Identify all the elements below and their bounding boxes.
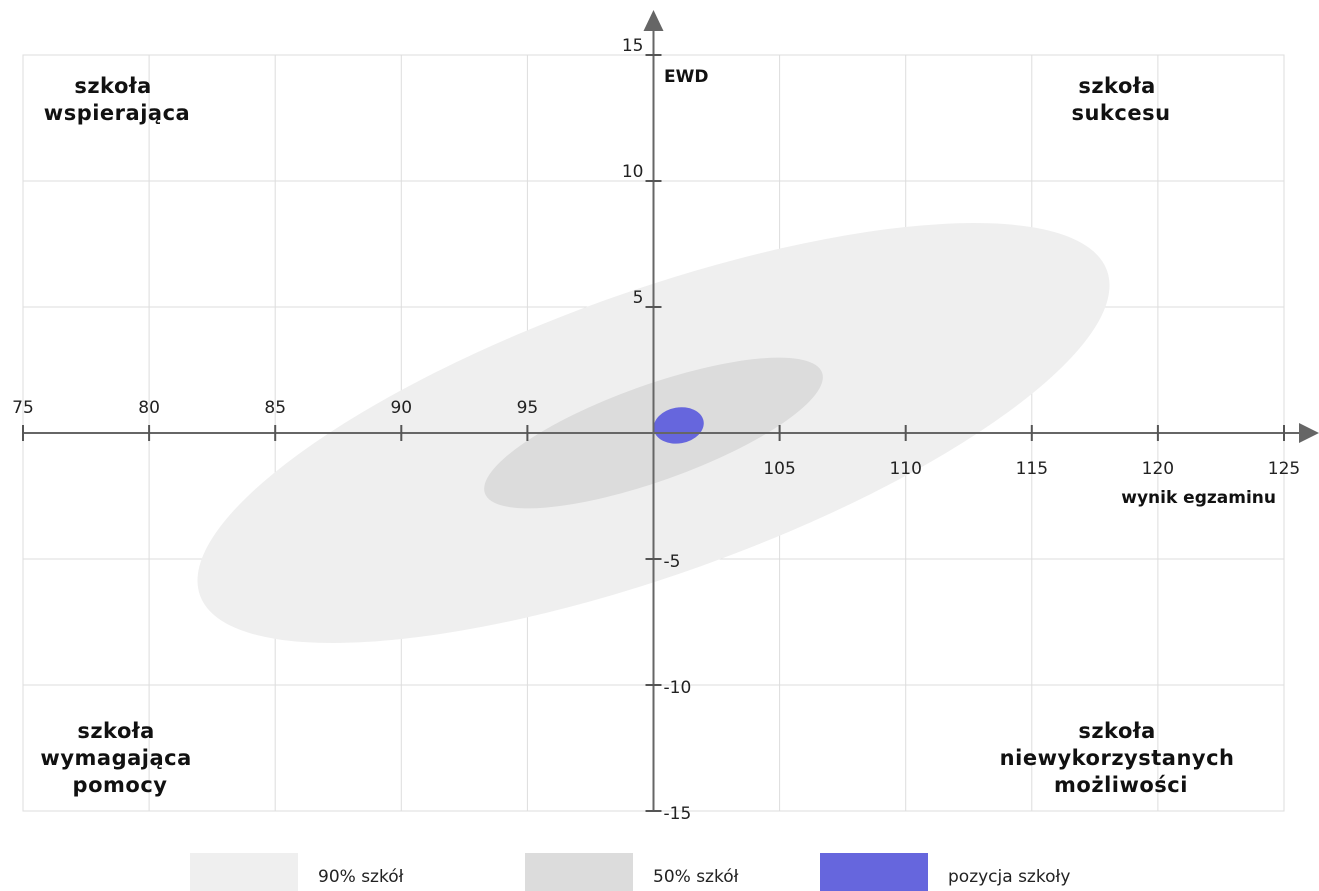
x-tick-label-115: 115: [1016, 459, 1048, 479]
quadrant-top-left-line-1: szkoła: [74, 74, 152, 98]
legend-swatch-90: [190, 853, 298, 891]
x-tick-label-80: 80: [138, 398, 160, 418]
legend-label-90: 90% szkół: [318, 867, 404, 887]
x-axis-arrow: [1299, 423, 1319, 443]
quadrant-bottom-left-line-2: wymagająca: [40, 746, 191, 770]
x-tick-label-90: 90: [390, 398, 412, 418]
x-tick-label-85: 85: [264, 398, 286, 418]
x-tick-label-75: 75: [12, 398, 34, 418]
x-tick-label-105: 105: [763, 459, 795, 479]
ellipse-school-position: [653, 407, 704, 444]
quadrant-top-left: szkoła wspierająca: [44, 74, 190, 125]
x-tick-label-125: 125: [1268, 459, 1300, 479]
quadrant-bottom-left: szkoła wymagająca pomocy: [40, 719, 199, 797]
quadrant-bottom-right-line-1: szkoła: [1078, 719, 1156, 743]
y-tick-label-5: 5: [633, 288, 644, 308]
y-axis-title: EWD: [664, 67, 708, 87]
x-tick-label-95: 95: [517, 398, 539, 418]
y-tick-label--5: -5: [664, 552, 681, 572]
legend-label-school: pozycja szkoły: [948, 867, 1070, 887]
quadrant-top-right: szkoła sukcesu: [1071, 74, 1170, 125]
quadrant-top-right-line-2: sukcesu: [1071, 101, 1170, 125]
quadrant-bottom-right-line-2: niewykorzystanych: [1000, 746, 1235, 770]
y-tick-label--10: -10: [664, 678, 692, 698]
y-tick-label-10: 10: [622, 162, 644, 182]
x-tick-label-110: 110: [889, 459, 921, 479]
quadrant-bottom-left-line-3: pomocy: [73, 773, 168, 797]
legend-label-50: 50% szkół: [653, 867, 739, 887]
axes: [23, 10, 1319, 811]
quadrant-top-left-line-2: wspierająca: [44, 101, 190, 125]
legend-swatch-school: [820, 853, 928, 891]
quadrant-bottom-left-line-1: szkoła: [77, 719, 155, 743]
quadrant-bottom-right-line-3: możliwości: [1054, 773, 1188, 797]
quadrant-bottom-right: szkoła niewykorzystanych możliwości: [1000, 719, 1243, 797]
y-tick-label-15: 15: [622, 36, 644, 56]
x-axis-title: wynik egzaminu: [1121, 488, 1276, 508]
legend-swatch-50: [525, 853, 633, 891]
y-axis-arrow: [643, 10, 664, 31]
y-tick-label--15: -15: [664, 804, 692, 824]
quadrant-top-right-line-1: szkoła: [1078, 74, 1156, 98]
legend: 90% szkół 50% szkół pozycja szkoły: [190, 853, 1070, 891]
x-tick-label-120: 120: [1142, 459, 1174, 479]
